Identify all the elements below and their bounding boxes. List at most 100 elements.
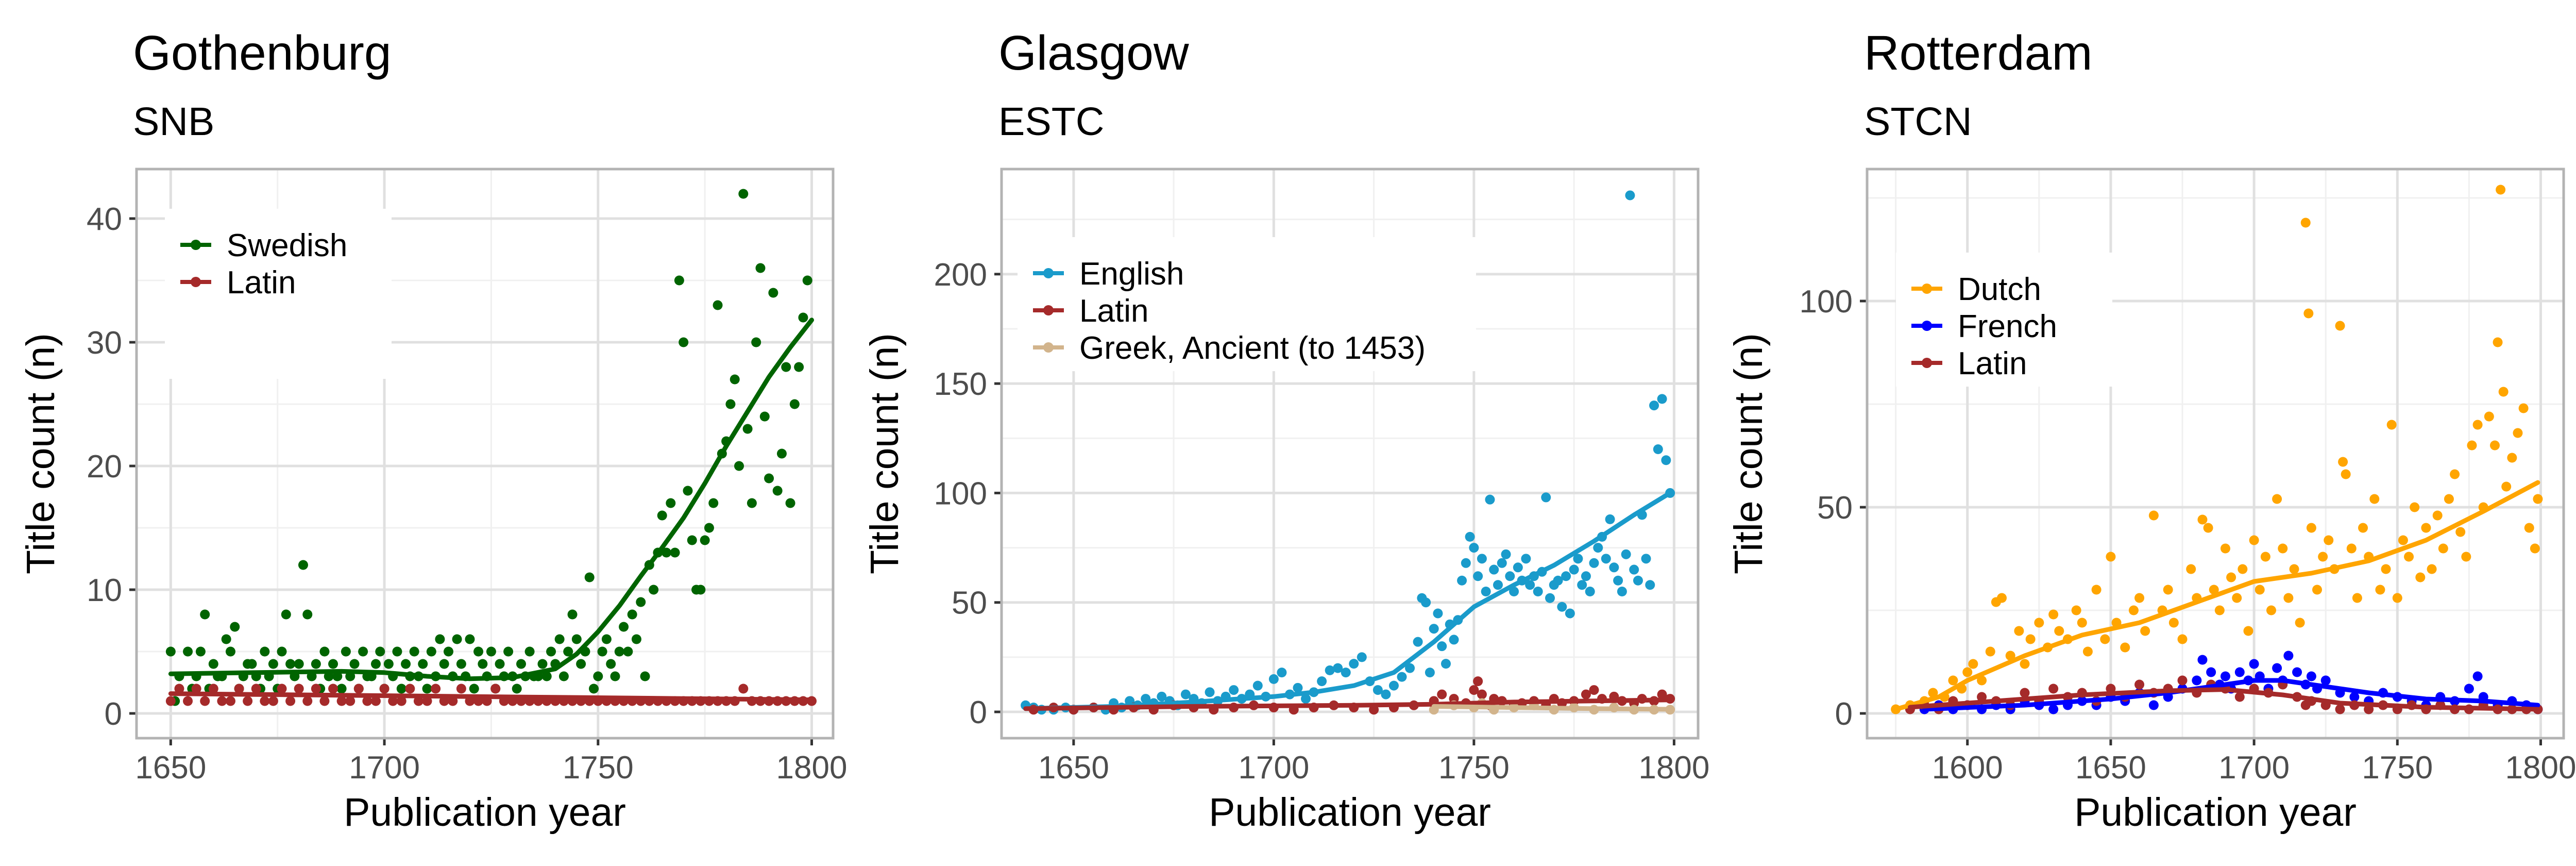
data-point [1485,494,1495,505]
data-point [285,696,296,706]
data-point [277,646,287,657]
data-point [2120,642,2130,653]
data-point [1229,685,1239,695]
data-point [571,634,582,644]
data-point [2177,675,2188,686]
data-point [1252,680,1263,691]
data-point [443,646,453,657]
legend-key-point [1043,268,1054,278]
data-point [1641,554,1651,564]
panel-subtitle: STCN [1864,99,1972,144]
legend-key-point [1922,358,1932,368]
data-point [1521,554,1531,564]
data-point [713,300,723,310]
data-point [469,684,479,694]
data-point [2507,453,2517,463]
data-point [696,585,706,595]
data-point [486,646,496,657]
data-point [490,684,501,694]
data-point [268,659,278,669]
data-point [2312,585,2323,595]
data-point [2020,688,2030,698]
legend-label: Latin [227,265,296,301]
panel-border [1000,168,1700,740]
data-point [413,696,423,706]
x-tick-label: 1700 [1238,750,1309,786]
data-point [336,684,347,694]
x-tick-label: 1800 [1638,750,1709,786]
y-tick-label: 100 [1800,284,1853,320]
data-point [1645,580,1655,590]
data-point [260,646,270,657]
data-point [700,535,710,545]
data-point [268,696,278,706]
data-point [1357,652,1367,662]
x-tick-label: 1800 [2505,750,2576,786]
data-point [1205,687,1215,697]
legend-label: Dutch [1958,272,2041,307]
data-point [2014,626,2024,636]
x-tick-label: 1600 [1932,750,2003,786]
data-point [2524,523,2534,533]
data-point [2020,659,2030,669]
data-point [1437,689,1447,700]
data-point [1509,587,1519,597]
data-point [1449,635,1459,645]
data-point [2432,510,2443,521]
data-point [388,696,398,706]
data-point [230,622,240,632]
data-point [704,523,714,533]
y-axis-title: Title count (n) [19,333,63,574]
legend-key-point [1043,305,1054,315]
data-point [2209,585,2219,595]
data-point [2025,634,2036,644]
data-point [1557,602,1567,612]
data-point [1577,580,1587,590]
data-point [1440,659,1451,669]
data-point [738,189,749,199]
data-point [285,659,296,669]
data-point [2128,605,2139,615]
x-axis-title: Publication year [344,790,626,835]
data-point [2071,605,2081,615]
data-point [2489,440,2500,451]
data-point [798,312,808,323]
data-point [631,634,641,644]
data-point [353,684,364,694]
panel-border [1866,168,2565,740]
data-point [2220,671,2230,681]
y-tick-label: 150 [934,367,987,402]
data-point [1180,689,1191,700]
data-point [2450,469,2460,479]
data-point [1477,554,1487,564]
data-point [764,473,774,484]
data-point [1505,571,1515,581]
data-point [1977,675,1987,686]
data-point [563,646,573,657]
data-point [742,424,753,434]
data-point [1157,691,1167,702]
data-point [370,659,381,669]
data-point [2234,667,2245,677]
data-point [772,486,783,496]
data-point [662,547,672,558]
x-axis-title: Publication year [1209,790,1491,835]
legend-key-point [191,277,201,287]
data-point [1589,685,1599,695]
data-point [358,646,368,657]
data-point [679,337,689,347]
data-point [225,696,235,706]
data-point [260,696,270,706]
data-point [208,659,218,669]
data-point [1421,597,1431,608]
data-point [2320,675,2331,686]
x-tick-label: 1750 [563,750,634,786]
data-point [627,609,637,620]
data-point [396,696,406,706]
data-point [666,498,676,508]
data-point [221,634,231,644]
data-point [2518,403,2529,413]
data-point [2352,593,2362,603]
x-tick-label: 1700 [349,750,420,786]
